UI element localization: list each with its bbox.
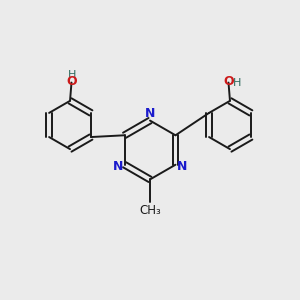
Text: H: H: [232, 78, 241, 88]
Text: H: H: [68, 70, 76, 80]
Text: O: O: [223, 75, 234, 88]
Text: N: N: [145, 107, 155, 120]
Text: CH₃: CH₃: [139, 205, 161, 218]
Text: N: N: [177, 160, 187, 173]
Text: N: N: [113, 160, 123, 173]
Text: O: O: [66, 75, 77, 88]
